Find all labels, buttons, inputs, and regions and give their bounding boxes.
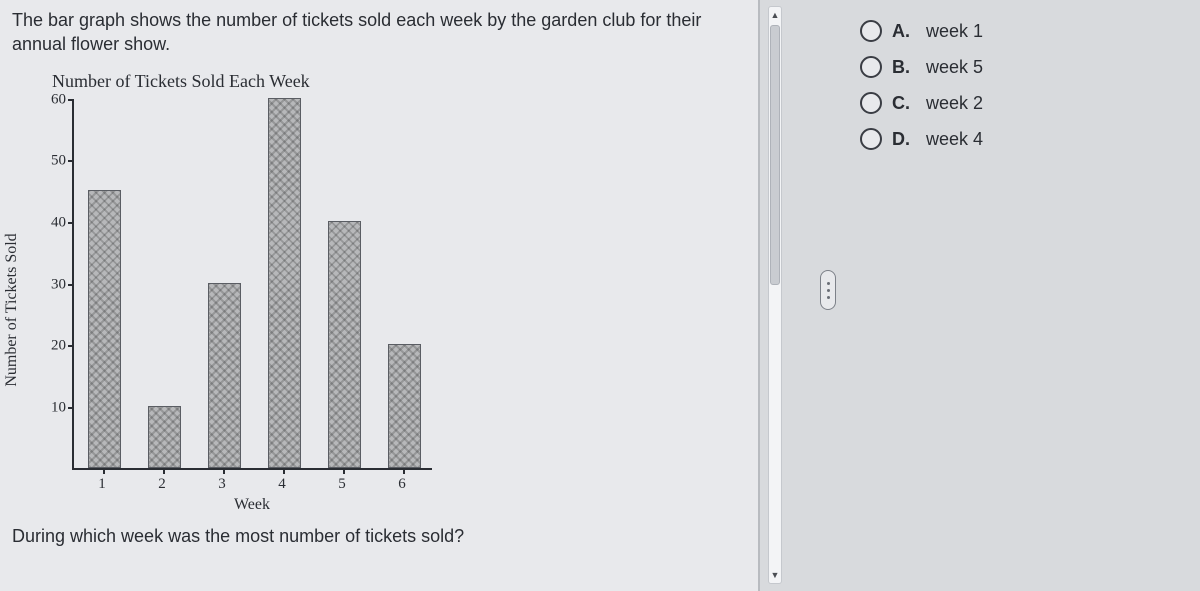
question-prompt-text: During which week was the most number of… <box>12 526 746 547</box>
y-tick-label: 50 <box>51 153 66 170</box>
chart-bar <box>388 344 421 467</box>
y-tick-mark <box>68 222 74 224</box>
chart-bar <box>148 406 181 468</box>
answer-letter: A. <box>892 21 916 42</box>
vertical-scrollbar[interactable]: ▲ ▼ <box>768 6 782 584</box>
x-axis-label: Week <box>72 496 432 514</box>
answer-option-d[interactable]: D. week 4 <box>860 128 1180 150</box>
scroll-thumb[interactable] <box>770 25 780 285</box>
y-tick-label: 20 <box>51 338 66 355</box>
y-tick-label: 10 <box>51 399 66 416</box>
question-panel: The bar graph shows the number of ticket… <box>0 0 760 591</box>
scroll-up-icon[interactable]: ▲ <box>769 7 781 23</box>
ellipsis-icon <box>827 282 830 285</box>
y-tick-label: 40 <box>51 214 66 231</box>
y-axis-ticks: 102030405060 <box>40 100 70 470</box>
answer-option-c[interactable]: C. week 2 <box>860 92 1180 114</box>
x-axis-ticks: 1 2 3 4 5 6 <box>72 472 432 496</box>
answer-option-a[interactable]: A. week 1 <box>860 20 1180 42</box>
x-tick-label: 2 <box>158 476 166 493</box>
chart-bar <box>328 221 361 468</box>
more-options-button[interactable] <box>820 270 836 310</box>
x-tick-label: 6 <box>398 476 406 493</box>
question-intro-text: The bar graph shows the number of ticket… <box>12 8 746 57</box>
answer-text: week 1 <box>926 21 983 42</box>
answer-text: week 4 <box>926 129 983 150</box>
y-tick-mark <box>68 284 74 286</box>
x-tick-label: 4 <box>278 476 286 493</box>
radio-icon[interactable] <box>860 92 882 114</box>
chart-plot-area <box>72 100 432 470</box>
y-tick-mark <box>68 407 74 409</box>
scroll-down-icon[interactable]: ▼ <box>769 567 781 583</box>
y-axis-label: Number of Tickets Sold <box>3 233 21 386</box>
x-tick-label: 3 <box>218 476 226 493</box>
chart-bar <box>208 283 241 468</box>
answer-option-b[interactable]: B. week 5 <box>860 56 1180 78</box>
y-tick-label: 60 <box>51 91 66 108</box>
answer-letter: C. <box>892 93 916 114</box>
bar-chart: Number of Tickets Sold 102030405060 1234… <box>22 100 452 520</box>
y-tick-mark <box>68 160 74 162</box>
ellipsis-icon <box>827 289 830 292</box>
y-tick-mark <box>68 345 74 347</box>
chart-title: Number of Tickets Sold Each Week <box>52 71 746 92</box>
chart-bar <box>88 190 121 468</box>
y-tick-label: 30 <box>51 276 66 293</box>
x-tick-label: 1 <box>98 476 106 493</box>
answer-letter: D. <box>892 129 916 150</box>
y-tick-mark <box>68 99 74 101</box>
chart-bar <box>268 98 301 468</box>
answer-choices: A. week 1 B. week 5 C. week 2 D. week 4 <box>860 20 1180 164</box>
ellipsis-icon <box>827 296 830 299</box>
radio-icon[interactable] <box>860 20 882 42</box>
radio-icon[interactable] <box>860 56 882 78</box>
answer-letter: B. <box>892 57 916 78</box>
answer-text: week 5 <box>926 57 983 78</box>
answer-text: week 2 <box>926 93 983 114</box>
radio-icon[interactable] <box>860 128 882 150</box>
x-tick-label: 5 <box>338 476 346 493</box>
